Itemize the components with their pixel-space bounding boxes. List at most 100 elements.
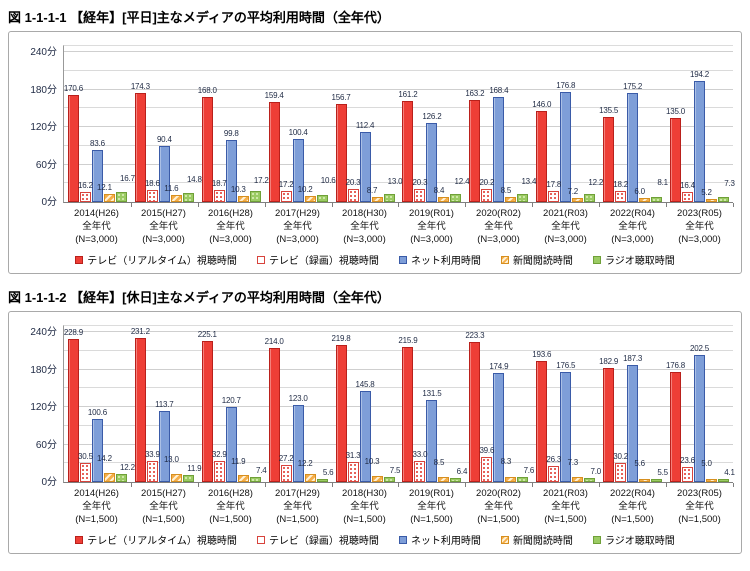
x-axis-labels: 2014(H26) 全年代 (N=3,000) 2015(H27) 全年代 (N=3,00… <box>17 207 733 246</box>
value-label-tv-real-2022(R04): 135.5 <box>599 106 619 116</box>
y-axis-label: 0分 <box>41 477 57 488</box>
bar-group-2014(H26): 170.6 16.2 83.6 12.1 16.7 <box>63 46 135 207</box>
x-axis-tick <box>264 483 266 487</box>
value-label-net-2019(R01): 131.5 <box>422 388 442 398</box>
x-axis-labels: 2014(H26) 全年代 (N=1,500) 2015(H27) 全年代 (N=1,50… <box>17 487 733 526</box>
value-label-radio-2019(R01): 6.4 <box>456 467 468 476</box>
x-axis-tick <box>532 483 534 487</box>
bar-news-2017(H29) <box>304 195 316 202</box>
bar-tv-rec-2015(H27) <box>146 460 158 482</box>
value-label-news-2021(R03): 7.2 <box>567 186 578 196</box>
x-axis-label-2023(R05): 2023(R05) 全年代 (N=3,000) <box>666 207 733 246</box>
bar-group-2015(H27): 231.2 33.9 113.7 13.0 11.9 <box>131 326 202 487</box>
bar-group-2019(R01): 215.9 33.0 131.5 8.5 6.4 <box>398 326 468 487</box>
x-axis-label-line: (N=1,500) <box>544 514 587 525</box>
bar-news-2017(H29) <box>304 474 316 482</box>
value-label-tv-rec-2022(R04): 30.2 <box>613 452 629 462</box>
plot-area: 228.9 30.5 100.6 14.2 12.2 231.2 33.9 113.7 13.0… <box>63 325 735 487</box>
bar-tv-real-2014(H26) <box>67 95 79 202</box>
x-axis-label-line: 2017(H29) <box>275 488 320 499</box>
value-label-net-2019(R01): 126.2 <box>422 112 442 122</box>
legend-item-tv-real: テレビ（リアルタイム）視聴時間 <box>75 532 237 547</box>
bar-radio-2016(H28) <box>249 191 261 202</box>
bar-tv-rec-2023(R05) <box>682 191 694 202</box>
x-axis-label-line: 2016(H28) <box>208 488 253 499</box>
value-label-net-2021(R03): 176.8 <box>556 80 576 90</box>
gridline <box>64 387 733 389</box>
bar-tv-real-2020(R02) <box>469 342 481 482</box>
bar-tv-rec-2017(H29) <box>280 191 292 202</box>
y-axis-label: 120分 <box>30 122 57 133</box>
x-axis-label-line: (N=1,500) <box>209 514 252 525</box>
x-axis-label-line: 全年代 <box>618 221 647 232</box>
bar-radio-2022(R04) <box>651 478 663 482</box>
bar-tv-real-2017(H29) <box>268 348 280 482</box>
weekday-chart-panel: 170.6 16.2 83.6 12.1 16.7 174.3 18.6 90.4 11.6 14… <box>8 31 742 274</box>
bar-tv-real-2019(R01) <box>402 101 414 202</box>
bar-radio-2019(R01) <box>450 478 462 482</box>
bar-news-2019(R01) <box>438 196 450 202</box>
bar-tv-rec-2020(R02) <box>481 457 493 482</box>
value-label-tv-rec-2018(H30): 20.3 <box>345 178 361 188</box>
bar-radio-2020(R02) <box>517 477 529 482</box>
x-axis-label-line: 2019(R01) <box>409 208 454 219</box>
x-axis-label-line: 全年代 <box>484 221 513 232</box>
x-axis-label-line: 2014(H26) <box>74 208 119 219</box>
legend-item-tv-real: テレビ（リアルタイム）視聴時間 <box>75 252 237 267</box>
x-axis-label-line: 2014(H26) <box>74 488 119 499</box>
figure-title-weekday: 図 1-1-1-1 【経年】[平日]主なメディアの平均利用時間（全年代） <box>8 10 390 25</box>
x-axis-label-2020(R02): 2020(R02) 全年代 (N=1,500) <box>465 487 532 526</box>
bar-news-2021(R03) <box>572 477 584 482</box>
bar-net-2019(R01) <box>426 123 438 202</box>
bar-radio-2017(H29) <box>316 478 328 482</box>
bar-net-2019(R01) <box>426 399 438 482</box>
value-label-net-2021(R03): 176.5 <box>556 360 576 370</box>
x-axis-label-line: (N=1,500) <box>75 514 118 525</box>
x-axis-label-2017(H29): 2017(H29) 全年代 (N=3,000) <box>264 207 331 246</box>
x-axis-label-2016(H28): 2016(H28) 全年代 (N=3,000) <box>197 207 264 246</box>
x-axis-label-2018(H30): 2018(H30) 全年代 (N=1,500) <box>331 487 398 526</box>
bar-group-2020(R02): 163.2 20.2 168.4 8.5 13.4 <box>465 46 536 207</box>
value-label-tv-real-2014(H26): 170.6 <box>63 84 83 94</box>
bar-tv-rec-2023(R05) <box>682 467 694 482</box>
x-axis-label-2018(H30): 2018(H30) 全年代 (N=3,000) <box>331 207 398 246</box>
value-label-net-2017(H29): 123.0 <box>288 394 308 404</box>
legend-item-net: ネット利用時間 <box>398 252 481 267</box>
value-label-news-2014(H26): 14.2 <box>97 454 112 464</box>
x-axis-label-line: 全年代 <box>82 221 111 232</box>
value-label-tv-rec-2021(R03): 26.3 <box>546 454 562 464</box>
y-axis-label: 180分 <box>30 364 57 376</box>
legend-label-news: 新聞閲読時間 <box>512 536 573 547</box>
x-axis-label-line: (N=3,000) <box>75 234 118 245</box>
x-axis-label-line: (N=1,500) <box>276 514 319 525</box>
bar-net-2018(H30) <box>359 131 371 202</box>
value-label-tv-real-2020(R02): 223.3 <box>465 331 485 341</box>
x-axis-label-2014(H26): 2014(H26) 全年代 (N=3,000) <box>63 207 130 246</box>
bar-radio-2023(R05) <box>718 479 730 482</box>
x-axis-label-line: 2020(R02) <box>476 208 521 219</box>
x-axis-label-2015(H27): 2015(H27) 全年代 (N=3,000) <box>130 207 197 246</box>
x-axis-label-line: 2017(H29) <box>275 208 320 219</box>
y-axis-label: 0分 <box>41 197 57 208</box>
x-axis-label-line: 全年代 <box>417 501 446 512</box>
bar-news-2019(R01) <box>438 476 450 482</box>
bar-net-2017(H29) <box>292 405 304 482</box>
bar-news-2015(H27) <box>170 194 182 202</box>
y-axis-label: 240分 <box>30 47 57 58</box>
x-axis-tick <box>398 483 400 487</box>
bar-news-2021(R03) <box>572 197 584 202</box>
value-label-radio-2017(H29): 10.6 <box>320 175 336 185</box>
x-axis-tick <box>465 483 467 487</box>
weekday-chart: 170.6 16.2 83.6 12.1 16.7 174.3 18.6 90.4 11.6 14… <box>17 45 735 267</box>
legend-label-tv-rec: テレビ（録画）視聴時間 <box>268 536 379 547</box>
bar-tv-rec-2014(H26) <box>79 191 91 202</box>
bar-group-2022(R04): 182.9 30.2 187.3 5.6 5.5 <box>599 326 668 487</box>
holiday-chart: 228.9 30.5 100.6 14.2 12.2 231.2 33.9 113.7 13.0… <box>17 325 735 547</box>
bar-net-2022(R04) <box>627 92 639 202</box>
bar-tv-real-2018(H30) <box>335 344 347 482</box>
value-label-tv-rec-2015(H27): 33.9 <box>144 449 160 459</box>
bar-group-2018(H30): 219.8 31.3 145.8 10.3 7.5 <box>332 326 400 487</box>
value-label-radio-2016(H28): 7.4 <box>255 466 267 476</box>
value-label-tv-real-2018(H30): 156.7 <box>331 93 351 103</box>
gridline <box>64 107 733 109</box>
